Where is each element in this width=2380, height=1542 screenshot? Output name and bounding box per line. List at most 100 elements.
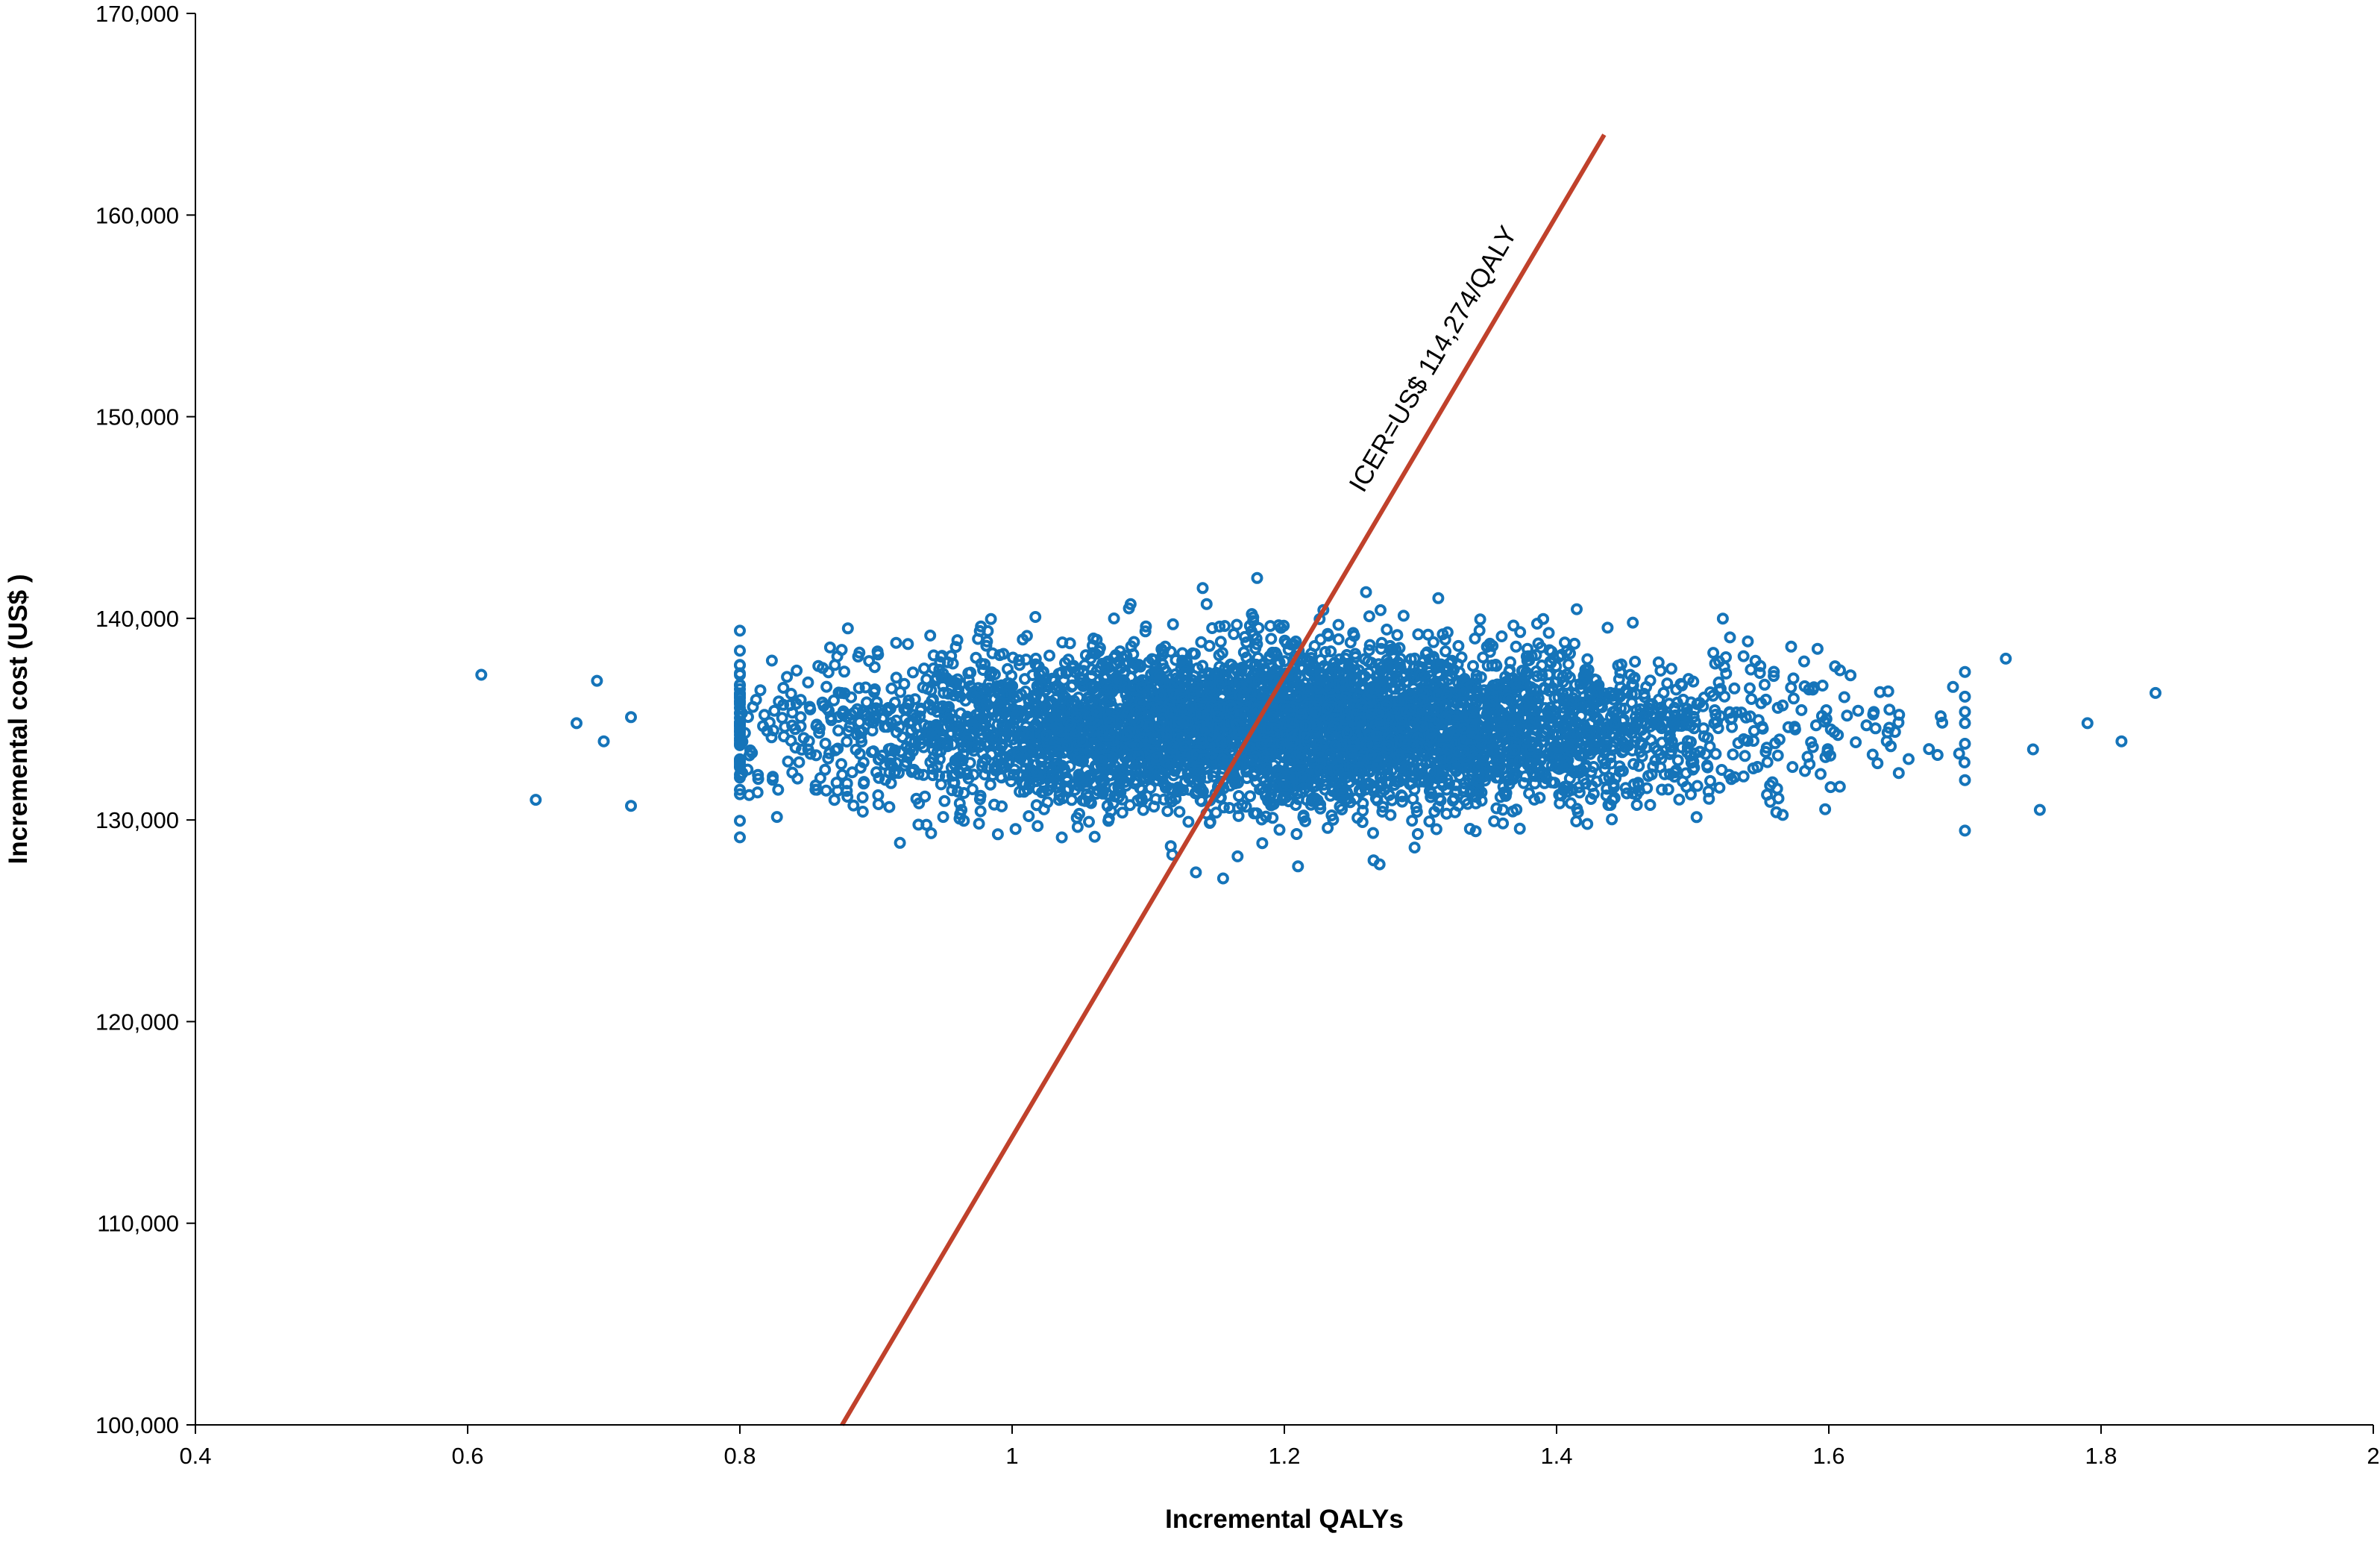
scatter-point [734,707,746,719]
scatter-point [1172,716,1184,729]
scatter-point [1709,748,1722,760]
scatter-point [1690,811,1703,824]
scatter-point [1579,663,1592,676]
scatter-point [830,777,843,789]
scatter-point [974,805,987,818]
scatter-point [996,800,1008,812]
scatter-point [1409,750,1422,762]
scatter-point [1228,777,1241,790]
scatter-point [1543,718,1556,730]
scatter-point [979,718,992,731]
scatter-point [1375,604,1387,616]
scatter-point [1803,758,1816,771]
scatter-point [1237,726,1250,738]
scatter-point [1023,693,1035,706]
scatter-point [1101,695,1114,707]
scatter-point [1313,764,1326,777]
scatter-point [1771,749,1784,762]
scatter-point [1303,655,1316,668]
scatter-point [1304,744,1316,756]
scatter-point [1096,754,1108,767]
scatter-point [1959,690,1971,703]
scatter-point [1455,701,1468,714]
scatter-point [1457,736,1469,748]
scatter-point [1150,751,1163,764]
scatter-point [1953,748,1965,760]
scatter-point [1384,809,1397,821]
scatter-point [1019,673,1031,686]
scatter-point [1573,719,1586,731]
scatter-point [1626,745,1639,756]
scatter-point [1785,681,1797,694]
scatter-point [1266,812,1279,824]
scatter-point [935,651,947,663]
scatter-point [1474,613,1486,626]
scatter-point [1120,650,1133,662]
scatter-point [918,662,930,675]
scatter-point [1032,660,1045,673]
scatter-point [866,724,879,737]
scatter-point [1819,803,1832,815]
scatter-point [1260,762,1273,775]
scatter-point [1088,680,1101,692]
scatter-point [1514,626,1527,639]
scatter-point [1339,713,1351,726]
scatter-point [1432,800,1445,813]
scatter-point [1212,710,1225,723]
scatter-point [1363,610,1375,623]
scatter-point [1282,644,1295,656]
scatter-point [1102,812,1115,825]
scatter-point [1514,698,1527,711]
scatter-point [1824,781,1837,794]
scatter-point [1601,621,1614,634]
scatter-point [883,800,896,813]
scatter-point [1064,637,1076,650]
scatter-point [1295,770,1307,783]
scatter-point [964,666,977,679]
scatter-point [1277,791,1290,803]
scatter-point [1504,656,1516,668]
scatter-point [1032,820,1044,833]
scatter-point [1108,612,1120,624]
scatter-point [1491,762,1504,774]
scatter-point [1396,795,1408,808]
scatter-point [1406,815,1419,827]
scatter-point [1959,738,1971,750]
scatter-point [1483,637,1496,650]
scatter-point [1621,787,1633,800]
scatter-point [1069,783,1081,796]
scatter-point [1407,771,1419,783]
scatter-point [1525,743,1536,756]
scatter-point [1307,792,1319,804]
scatter-point [1327,765,1340,777]
scatter-point [988,668,1001,680]
scatter-point [1209,766,1222,778]
scatter-point [1016,777,1029,789]
scatter-point [1520,666,1533,679]
scatter-point [1662,698,1675,710]
scatter-point [752,768,764,781]
scatter-point [929,727,941,740]
scatter-point [1070,711,1083,724]
scatter-point [1404,687,1416,700]
scatter-point [1455,651,1468,664]
scatter-point [1067,679,1079,692]
scatter-point [1552,741,1564,753]
scatter-point [1581,653,1594,665]
scatter-point [912,818,925,831]
scatter-point [1267,783,1279,795]
scatter-point [995,771,1008,784]
scatter-point [1686,763,1699,776]
scatter-point [1292,690,1304,703]
scatter-point [882,743,895,756]
scatter-point [1019,709,1032,722]
scatter-point [906,745,919,757]
scatter-point [1755,697,1768,709]
scatter-point [1716,612,1729,625]
scatter-point [1559,636,1571,649]
scatter-point [1095,759,1108,771]
scatter-point [1815,709,1828,722]
scatter-point [1277,780,1290,792]
scatter-point [1325,645,1337,658]
scatter-point [1135,792,1148,805]
